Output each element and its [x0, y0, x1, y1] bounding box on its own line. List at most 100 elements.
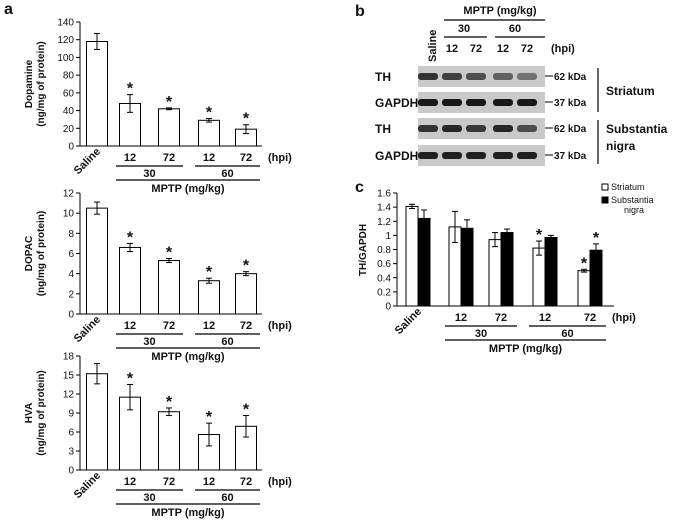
- y-tick-label: 0: [68, 466, 74, 477]
- y-tick-label: 12: [63, 390, 75, 401]
- blot-time-label: 72: [521, 43, 533, 55]
- blot-band: [442, 99, 462, 106]
- significance-star: *: [127, 229, 134, 246]
- bar: [119, 246, 141, 315]
- y-tick-label: 4: [68, 269, 74, 280]
- kda-label: 37 kDa: [554, 151, 587, 162]
- y-tick-label: 100: [57, 53, 74, 64]
- significance-star: *: [166, 245, 173, 262]
- y-tick-label: 0.2: [377, 287, 391, 298]
- y-tick-label: 2: [68, 289, 74, 300]
- blot-hpi-label: (hpi): [551, 43, 575, 55]
- y-tick-label: 12: [63, 189, 75, 200]
- blot-mptp-header: MPTP (mg/kg): [463, 5, 536, 17]
- significance-star: *: [243, 111, 250, 128]
- blot-time-label: 12: [497, 43, 509, 55]
- category-label: Saline: [72, 146, 103, 177]
- significance-star: *: [536, 227, 543, 244]
- category-label: 72: [163, 152, 175, 164]
- dose-label: 60: [221, 168, 233, 180]
- dopamine-chart: 0 20 40 60 80 100 120 140 Dopamine (ng/mg of prot…: [24, 18, 292, 196]
- kda-label: 62 kDa: [554, 124, 587, 135]
- y-tick-label: 15: [63, 371, 75, 382]
- blot-band: [493, 99, 513, 106]
- blot-row-label: GAPDH: [375, 96, 418, 110]
- y-tick-label: 80: [63, 71, 75, 82]
- y-tick-label: 60: [63, 88, 75, 99]
- dose-label: 60: [221, 492, 233, 504]
- dose-label: 30: [143, 168, 155, 180]
- category-label: Saline: [72, 314, 103, 345]
- bar: [86, 373, 108, 471]
- hpi-label: (hpi): [268, 152, 292, 164]
- dopac-chart: 0 2 4 6 8 10 12 DOPAC (ng/mg of protein) Saline * 1…: [24, 189, 292, 364]
- blot-row-label: TH: [375, 70, 391, 84]
- y-tick-label: 1.6: [377, 189, 391, 200]
- y-tick-label: 1: [385, 231, 391, 242]
- category-label: 12: [455, 312, 467, 324]
- blot-band: [418, 125, 438, 132]
- y-axis-title: HVA: [24, 403, 35, 423]
- significance-star: *: [243, 258, 250, 275]
- significance-star: *: [206, 105, 213, 122]
- category-label: 72: [163, 476, 175, 488]
- panel-letter-a: a: [4, 1, 13, 18]
- dose-label: 30: [143, 336, 155, 348]
- blot-band: [418, 152, 438, 159]
- significance-star: *: [581, 255, 588, 272]
- y-tick-label: 0: [385, 302, 391, 313]
- category-label: 12: [203, 152, 215, 164]
- category-label: 12: [539, 312, 551, 324]
- y-tick-label: 120: [57, 35, 74, 46]
- y-axis-unit: (ng/mg of protein): [36, 370, 47, 456]
- blot-row-label: TH: [375, 122, 391, 136]
- blot-row-label: GAPDH: [375, 149, 418, 163]
- category-label: 12: [124, 152, 136, 164]
- kda-label: 37 kDa: [554, 98, 587, 109]
- blot-band: [517, 125, 537, 132]
- significance-star: *: [206, 409, 213, 426]
- bar: [198, 280, 220, 315]
- blot-dose-label: 30: [458, 23, 470, 35]
- blot-band: [442, 152, 462, 159]
- blot-band: [442, 73, 462, 80]
- bar: [405, 205, 419, 307]
- blot-dose-label: 60: [509, 23, 521, 35]
- region-label: Substantia: [606, 122, 668, 136]
- y-tick-label: 10: [63, 209, 75, 220]
- hpi-label: (hpi): [612, 312, 636, 324]
- bar: [488, 239, 502, 307]
- y-tick-label: 0.8: [377, 245, 391, 256]
- bar: [460, 227, 474, 307]
- y-tick-label: 8: [68, 229, 74, 240]
- panel-letter-c: c: [355, 179, 364, 196]
- hpi-label: (hpi): [268, 476, 292, 488]
- y-tick-label: 0.4: [377, 273, 391, 284]
- y-tick-label: 0.6: [377, 259, 391, 270]
- th-gapdh-chart: 0 0.2 0.4 0.6 0.8 1 1.2 1.4 1.6 TH/GAPDH * * * Saline…: [358, 182, 654, 355]
- y-tick-label: 6: [68, 249, 74, 260]
- region-label: Striatum: [606, 84, 655, 98]
- significance-star: *: [166, 94, 173, 111]
- bar: [500, 232, 514, 307]
- bar: [86, 207, 108, 315]
- y-axis-unit: (ng/mg of protein): [36, 41, 47, 127]
- dose-label: 60: [221, 336, 233, 348]
- mptp-label: MPTP (mg/kg): [151, 351, 224, 363]
- bar: [417, 217, 431, 307]
- legend-label: Striatum: [611, 182, 645, 192]
- category-label: 72: [240, 320, 252, 332]
- bar: [577, 270, 591, 307]
- significance-star: *: [166, 394, 173, 411]
- significance-star: *: [127, 371, 134, 388]
- y-axis-title: TH/GAPDH: [358, 224, 369, 276]
- category-label: 12: [203, 476, 215, 488]
- y-tick-label: 6: [68, 428, 74, 439]
- category-label: Saline: [72, 470, 103, 501]
- significance-star: *: [206, 264, 213, 281]
- y-axis-title: Dopamine: [24, 59, 35, 108]
- bar: [589, 249, 603, 307]
- significance-star: *: [127, 81, 134, 98]
- dose-label: 30: [475, 328, 487, 340]
- blot-saline-label: Saline: [427, 30, 439, 62]
